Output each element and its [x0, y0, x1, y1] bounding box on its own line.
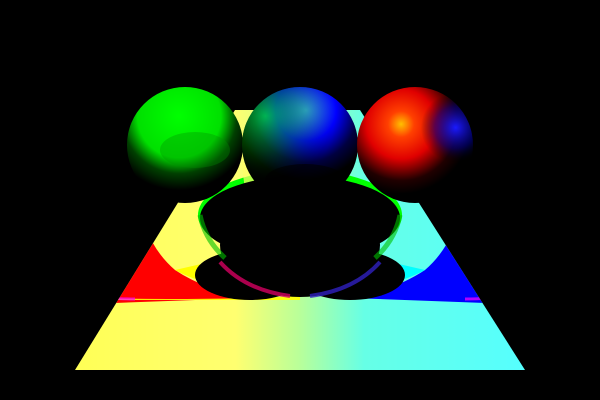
sphere-red: [357, 87, 473, 203]
sphere-green: [127, 87, 243, 203]
sphere-blue: [242, 87, 358, 203]
shadow-left: [195, 250, 305, 300]
shadow-right: [295, 250, 405, 300]
